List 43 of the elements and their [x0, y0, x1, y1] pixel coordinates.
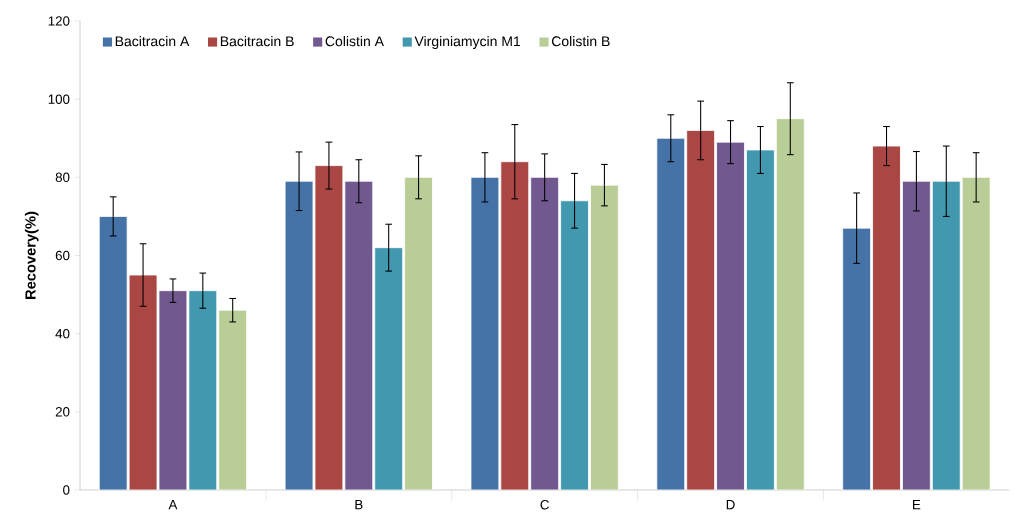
legend-label: Colistin A — [325, 35, 384, 47]
y-tick-label: 100 — [48, 94, 70, 104]
bar — [560, 200, 589, 490]
bar — [500, 161, 530, 490]
legend-label: Colistin B — [551, 35, 610, 47]
bar — [872, 145, 901, 490]
bar — [716, 141, 745, 490]
bar — [686, 130, 715, 490]
bar — [158, 290, 188, 490]
bar — [344, 180, 374, 490]
y-tick-label: 60 — [55, 250, 70, 261]
y-tick-label: 80 — [55, 172, 70, 183]
bar — [404, 176, 433, 490]
y-axis-title: Recovery(%) — [24, 211, 39, 299]
legend-label: Virginiamycin M1 — [414, 35, 521, 50]
y-tick-label: 0 — [63, 485, 70, 495]
bar — [218, 309, 248, 490]
bar — [902, 180, 931, 490]
bar — [746, 149, 775, 490]
bar — [842, 227, 871, 490]
bar — [590, 184, 619, 490]
bar — [98, 216, 128, 490]
bar — [530, 176, 560, 490]
y-tick-label: 120 — [48, 16, 70, 26]
bar — [128, 274, 158, 490]
bar — [314, 165, 344, 490]
bar — [775, 118, 805, 490]
y-tick-label: 20 — [55, 407, 70, 417]
x-tick-label: D — [726, 500, 735, 510]
bar — [374, 247, 404, 490]
y-tick-label: 40 — [55, 328, 70, 339]
x-tick-label: A — [168, 500, 178, 510]
x-tick-label: E — [913, 500, 921, 510]
legend-label: Bacitracin B — [220, 35, 294, 47]
bar — [470, 176, 500, 490]
x-tick-label: C — [540, 500, 549, 510]
bar — [931, 180, 961, 490]
bar — [961, 176, 991, 490]
bar — [656, 137, 686, 490]
x-tick-label: B — [355, 500, 363, 510]
legend-label: Bacitracin A — [115, 35, 190, 47]
bar — [188, 290, 218, 490]
bar — [284, 180, 314, 490]
